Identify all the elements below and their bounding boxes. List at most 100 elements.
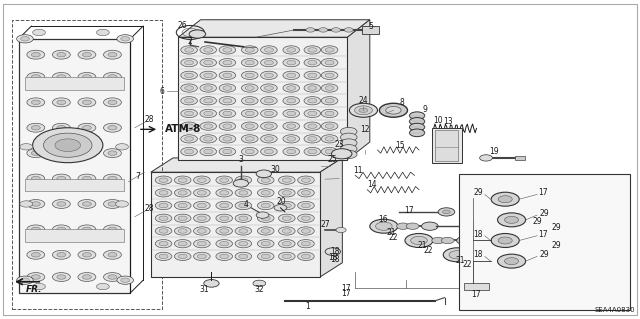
Text: 29: 29 [552, 223, 561, 232]
Circle shape [304, 97, 321, 105]
Circle shape [264, 99, 273, 103]
Circle shape [261, 254, 270, 259]
Circle shape [78, 199, 96, 208]
Text: 17: 17 [539, 188, 548, 197]
Circle shape [31, 227, 40, 232]
Circle shape [33, 128, 103, 163]
Text: 17: 17 [539, 230, 548, 239]
Circle shape [108, 227, 117, 232]
Circle shape [405, 234, 433, 248]
Polygon shape [178, 20, 370, 37]
Circle shape [216, 189, 232, 197]
Circle shape [204, 60, 212, 65]
Circle shape [197, 241, 206, 246]
Circle shape [308, 111, 317, 116]
Circle shape [180, 135, 197, 143]
Bar [151, 172, 320, 277]
Circle shape [301, 229, 310, 233]
Circle shape [52, 272, 70, 281]
Circle shape [432, 237, 445, 244]
Circle shape [245, 137, 254, 141]
Circle shape [442, 237, 454, 244]
Circle shape [219, 135, 236, 143]
Circle shape [325, 86, 334, 90]
Circle shape [174, 189, 191, 197]
Circle shape [301, 241, 310, 246]
Circle shape [104, 50, 122, 59]
Circle shape [325, 73, 334, 78]
Circle shape [340, 127, 357, 136]
Circle shape [108, 100, 117, 105]
Circle shape [156, 176, 172, 184]
Circle shape [304, 58, 321, 67]
Circle shape [257, 252, 274, 261]
Circle shape [219, 71, 236, 79]
Circle shape [260, 122, 277, 130]
Circle shape [216, 227, 232, 235]
Circle shape [287, 48, 296, 52]
Circle shape [220, 178, 228, 182]
Circle shape [180, 46, 197, 54]
Circle shape [520, 223, 533, 229]
Text: 10: 10 [433, 116, 443, 125]
Circle shape [31, 275, 40, 279]
Circle shape [245, 73, 254, 78]
Circle shape [498, 237, 512, 244]
Circle shape [298, 252, 314, 261]
Circle shape [239, 191, 248, 195]
Circle shape [540, 247, 552, 253]
Circle shape [33, 29, 45, 36]
Circle shape [319, 28, 328, 32]
Circle shape [220, 229, 228, 233]
Text: 18: 18 [474, 250, 483, 259]
Circle shape [256, 212, 269, 218]
Circle shape [83, 151, 92, 155]
Circle shape [180, 84, 197, 92]
Circle shape [78, 72, 96, 81]
Circle shape [355, 106, 372, 115]
Circle shape [235, 189, 252, 197]
Circle shape [298, 176, 314, 184]
Circle shape [20, 201, 33, 207]
Circle shape [287, 111, 296, 116]
Text: 22: 22 [462, 260, 472, 270]
Circle shape [470, 252, 483, 258]
Circle shape [491, 234, 519, 248]
Circle shape [156, 227, 172, 235]
Circle shape [57, 100, 66, 105]
Text: 28: 28 [144, 115, 154, 124]
Circle shape [304, 84, 321, 92]
Circle shape [97, 283, 109, 290]
Circle shape [308, 48, 317, 52]
Circle shape [27, 50, 45, 59]
Circle shape [304, 71, 321, 79]
Circle shape [57, 125, 66, 130]
Circle shape [278, 176, 295, 184]
Circle shape [283, 71, 300, 79]
Text: 1: 1 [305, 302, 310, 311]
Circle shape [204, 111, 212, 116]
Circle shape [104, 250, 122, 259]
Circle shape [260, 147, 277, 156]
Circle shape [349, 103, 378, 117]
Circle shape [121, 278, 130, 282]
Circle shape [180, 58, 197, 67]
Bar [25, 229, 124, 242]
Circle shape [283, 97, 300, 105]
Circle shape [216, 176, 232, 184]
Circle shape [233, 180, 248, 187]
Bar [432, 128, 463, 163]
Circle shape [159, 203, 168, 208]
Text: 18: 18 [474, 230, 483, 239]
Text: 20: 20 [277, 197, 287, 206]
Circle shape [104, 199, 122, 208]
Circle shape [197, 203, 206, 208]
Circle shape [282, 203, 291, 208]
Circle shape [241, 84, 258, 92]
Circle shape [200, 147, 216, 156]
Circle shape [304, 122, 321, 130]
Text: 28: 28 [144, 204, 154, 213]
Text: 2: 2 [188, 38, 193, 47]
Circle shape [219, 122, 236, 130]
Circle shape [301, 178, 310, 182]
